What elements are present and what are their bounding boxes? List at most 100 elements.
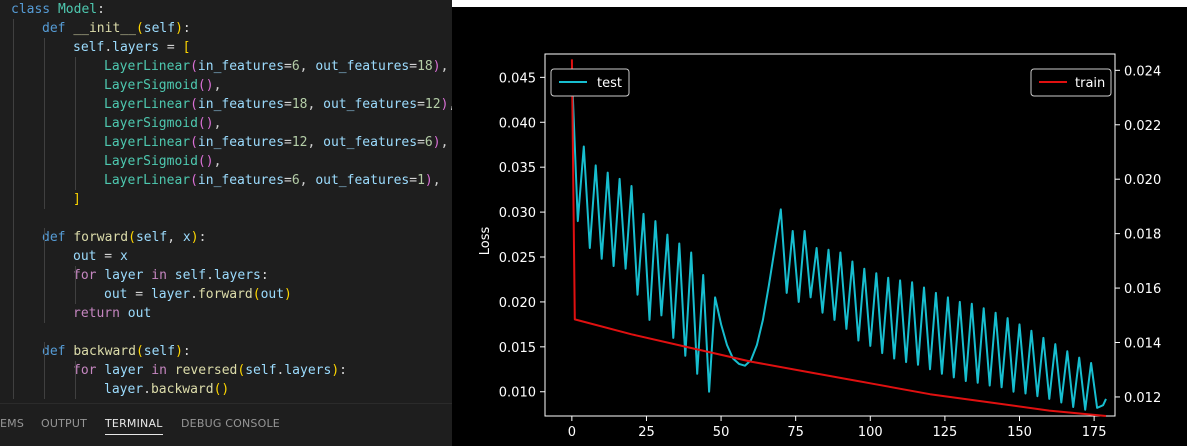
code-token: reversed <box>174 363 238 378</box>
y-tick-label: 0.025 <box>499 251 536 266</box>
code-token: ] <box>73 192 81 207</box>
code-line: LayerSigmoid(), <box>104 152 221 171</box>
code-token: def <box>42 344 74 359</box>
code-token: ( <box>197 154 206 169</box>
code-token: 6 <box>291 59 300 74</box>
code-token: 12 <box>424 97 441 112</box>
code-token: backward <box>73 344 136 359</box>
code-token: ) <box>190 230 199 245</box>
code-token: [ <box>182 40 191 55</box>
y2-tick-label: 0.024 <box>1124 64 1161 79</box>
code-token: = <box>284 97 292 112</box>
code-token: forward <box>73 230 129 245</box>
code-token: ( <box>128 230 136 245</box>
code-token: forward <box>197 287 253 302</box>
code-token: = <box>96 249 120 264</box>
code-token: , <box>213 154 222 169</box>
y-axis-ticks: 0.010 0.015 0.020 0.025 0.030 0.035 0.040 0.045 <box>499 71 545 401</box>
code-line: for layer in self.layers: <box>73 266 269 285</box>
code-token: layers <box>284 363 332 378</box>
code-token: 18 <box>291 97 308 112</box>
code-line: for layer in reversed(self.layers): <box>73 361 347 380</box>
code-token: ) <box>424 173 433 188</box>
code-token: ( <box>135 21 144 36</box>
code-token: out_features <box>315 173 410 188</box>
x-tick-label: 150 <box>1007 425 1032 440</box>
y2-tick-label: 0.016 <box>1124 282 1161 297</box>
tab-problems[interactable]: EMS <box>0 417 25 430</box>
code-token: = <box>284 173 292 188</box>
code-line: def forward(self, x): <box>42 228 206 247</box>
code-token: x <box>119 249 128 264</box>
y-tick-label: 0.035 <box>499 161 536 176</box>
code-token: ( <box>252 287 261 302</box>
test-series <box>570 72 1107 411</box>
code-token: , <box>213 116 222 131</box>
code-token: = <box>417 135 425 150</box>
code-token: for <box>73 363 105 378</box>
code-token: self <box>143 344 176 359</box>
code-editor[interactable]: class Model: def __init__(self): self.laye… <box>0 0 452 446</box>
y-tick-label: 0.045 <box>499 71 536 86</box>
y-tick-label: 0.030 <box>499 206 536 221</box>
code-line: class Model: <box>11 0 105 19</box>
code-token: self <box>174 268 207 283</box>
code-token: = <box>284 59 292 74</box>
code-token: class <box>11 2 58 17</box>
code-token: out <box>104 287 128 302</box>
code-token: , <box>213 78 222 93</box>
code-line: LayerSigmoid(), <box>104 114 221 133</box>
code-token: return <box>73 306 128 321</box>
indent-guide <box>75 361 76 399</box>
code-token: ) <box>221 382 230 397</box>
code-token: in_features <box>197 135 285 150</box>
panel-tab-bar: EMS OUTPUT TERMINAL DEBUG CONSOLE <box>0 403 452 446</box>
code-token: layer <box>104 382 144 397</box>
code-line: LayerSigmoid(), <box>104 76 221 95</box>
indent-guide <box>75 266 76 304</box>
code-token: ) <box>440 97 449 112</box>
indent-guide <box>44 38 45 209</box>
code-token: : <box>182 344 191 359</box>
code-token: LayerLinear <box>104 135 191 150</box>
code-token: LayerSigmoid <box>104 116 198 131</box>
code-token: , <box>432 173 441 188</box>
tab-debug-console[interactable]: DEBUG CONSOLE <box>181 417 280 430</box>
code-token: = <box>409 59 418 74</box>
tab-terminal[interactable]: TERMINAL <box>105 417 163 435</box>
code-token: in_features <box>197 59 285 74</box>
code-token: , <box>167 230 183 245</box>
code-token: ( <box>190 135 198 150</box>
x-axis-ticks: 0 25 50 75 100 125 150 175 <box>568 416 1107 440</box>
plot-frame <box>544 53 1116 417</box>
code-token: ) <box>432 59 441 74</box>
code-line: LayerLinear(in_features=6, out_features=… <box>104 171 441 190</box>
code-token: self <box>135 230 168 245</box>
code-token: : <box>182 21 191 36</box>
code-token: , <box>448 97 452 112</box>
window-edge <box>452 0 1187 7</box>
code-token: = <box>159 40 183 55</box>
code-token: out <box>73 249 97 264</box>
code-token: self <box>245 363 277 378</box>
code-token: . <box>276 363 285 378</box>
tab-output[interactable]: OUTPUT <box>41 417 88 430</box>
code-line: out = layer.forward(out) <box>104 285 292 304</box>
code-token: ) <box>331 363 340 378</box>
code-token: in_features <box>197 97 285 112</box>
code-token: = <box>284 135 292 150</box>
series-line-train <box>570 59 1107 417</box>
code-token: LayerLinear <box>104 97 191 112</box>
code-line: self.layers = [ <box>73 38 190 57</box>
y-tick-label: 0.015 <box>499 341 536 356</box>
code-token: : <box>260 268 269 283</box>
y2-tick-label: 0.012 <box>1124 391 1161 406</box>
code-area[interactable]: class Model: def __init__(self): self.laye… <box>0 0 452 403</box>
code-line: return out <box>73 304 151 323</box>
y-tick-label: 0.040 <box>499 116 536 131</box>
code-token: = <box>409 173 418 188</box>
code-token: in <box>143 363 175 378</box>
y2-tick-label: 0.022 <box>1124 119 1161 134</box>
code-token: ) <box>205 116 214 131</box>
code-token: ( <box>190 173 198 188</box>
